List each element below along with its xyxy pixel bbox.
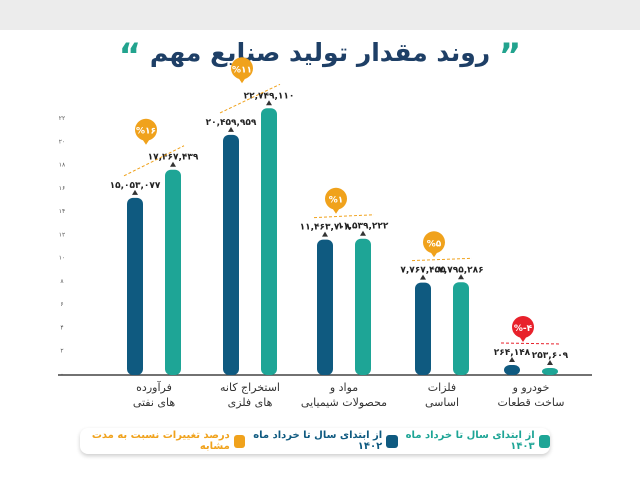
y-tick-label: ۱۶ — [59, 185, 65, 192]
change-label: %۱۱ — [232, 65, 252, 75]
top-band — [0, 0, 640, 30]
data-label: ۲۲,۷۴۹,۱۱۰ — [244, 91, 295, 101]
change-bubble-tail — [332, 207, 340, 214]
triangle-marker — [360, 230, 366, 236]
data-label: ۱۱,۵۳۹,۲۲۲ — [338, 222, 389, 232]
category-label: استخراج کانه — [220, 381, 280, 394]
change-bubble-tail — [238, 77, 246, 84]
change-line — [500, 342, 562, 345]
y-tick-label: ۲۲ — [59, 115, 65, 122]
bar-1403 — [453, 282, 469, 375]
bar-1402 — [504, 365, 520, 375]
bar-1402 — [415, 282, 431, 375]
legend-label: از ابتدای سال تا خرداد ماه ۱۴۰۲ — [253, 430, 383, 452]
y-tick-label: ۱۴ — [59, 208, 65, 215]
triangle-marker — [509, 357, 515, 362]
change-label: %۱۶ — [136, 127, 156, 137]
legend-item-change: درصد تغییرات نسبت به مدت مشابه — [80, 430, 246, 452]
bar-1402 — [317, 239, 333, 375]
change-bubble — [423, 231, 445, 254]
change-line — [313, 214, 375, 219]
change-bubble-tail — [142, 138, 150, 145]
change-label: %۱ — [329, 196, 344, 206]
y-tick-label: ۴ — [60, 324, 63, 331]
change-bubble — [325, 187, 347, 210]
change-label: %۵ — [427, 239, 442, 249]
category-label: اساسی — [425, 396, 459, 409]
data-label: ۲۰,۴۵۹,۹۵۹ — [206, 118, 257, 128]
change-bubble — [231, 57, 253, 80]
y-tick-label: ۰ — [60, 371, 63, 378]
bar-1403 — [542, 368, 558, 375]
bar-1403 — [165, 169, 181, 375]
y-tick-label: ۱۸ — [59, 162, 66, 169]
category-label: مواد و — [329, 381, 358, 394]
data-label: ۷,۷۹۵,۲۸۶ — [438, 265, 483, 275]
y-tick-label: ۱۰ — [59, 255, 65, 262]
category-label: های نفتی — [133, 396, 176, 409]
legend-item-1403: از ابتدای سال تا خرداد ماه ۱۴۰۳ — [398, 430, 550, 452]
bar-1402 — [223, 134, 239, 375]
legend-label: درصد تغییرات نسبت به مدت مشابه — [91, 430, 230, 452]
triangle-marker — [322, 231, 328, 237]
legend-item-1402: از ابتدای سال تا خرداد ماه ۱۴۰۲ — [245, 430, 398, 452]
triangle-marker — [170, 161, 176, 167]
y-tick-label: ۸ — [60, 278, 64, 285]
legend-label: از ابتدای سال تا خرداد ماه ۱۴۰۳ — [405, 430, 535, 452]
category-label: فلزات — [428, 381, 456, 394]
data-label: ۱۷,۴۶۷,۴۳۹ — [148, 153, 199, 163]
legend-swatch — [538, 434, 550, 448]
triangle-marker — [547, 360, 553, 365]
change-line — [123, 145, 185, 177]
legend-swatch — [233, 434, 246, 448]
data-label: ۱۱,۴۶۳,۷۰۸ — [300, 223, 351, 233]
category-label: های فلزی — [228, 396, 273, 409]
y-tick-label: ۱۲ — [59, 231, 65, 238]
category-label: ساخت قطعات — [498, 396, 565, 409]
triangle-marker — [458, 274, 464, 280]
data-label: ۷,۷۶۷,۴۵۵ — [400, 266, 446, 276]
change-line — [219, 83, 281, 114]
legend-swatch — [386, 434, 398, 448]
change-line — [411, 257, 473, 262]
change-label: %-۴ — [514, 324, 533, 334]
change-bubble-tail — [430, 251, 438, 258]
y-tick-label: ۲۰ — [59, 138, 65, 145]
chart-title: ” روند مقدار تولید صنایع مهم “ — [118, 36, 522, 76]
triangle-marker — [266, 100, 272, 106]
data-label: ۱۵,۰۵۳,۰۷۷ — [110, 181, 161, 191]
triangle-marker — [132, 189, 138, 195]
category-label: محصولات شیمیایی — [301, 396, 387, 409]
title-text: روند مقدار تولید صنایع مهم — [149, 38, 491, 67]
triangle-marker — [228, 126, 234, 132]
triangle-marker — [420, 274, 426, 280]
bar-1403 — [261, 108, 277, 375]
legend: از ابتدای سال تا خرداد ماه ۱۴۰۳ از ابتدا… — [80, 428, 550, 454]
y-tick-label: ۲ — [60, 348, 63, 355]
bar-1403 — [355, 238, 371, 375]
category-label: خودرو و — [512, 381, 550, 394]
category-label: فرآورده — [136, 380, 172, 394]
bar-1402 — [127, 197, 143, 375]
change-bubble — [512, 316, 534, 338]
change-bubble-tail — [519, 336, 527, 342]
data-label: ۲۵۳,۶۰۹ — [532, 351, 569, 361]
change-bubble — [135, 118, 157, 141]
data-label: ۲۶۴,۱۴۸ — [494, 348, 531, 358]
y-tick-label: ۶ — [60, 301, 63, 308]
